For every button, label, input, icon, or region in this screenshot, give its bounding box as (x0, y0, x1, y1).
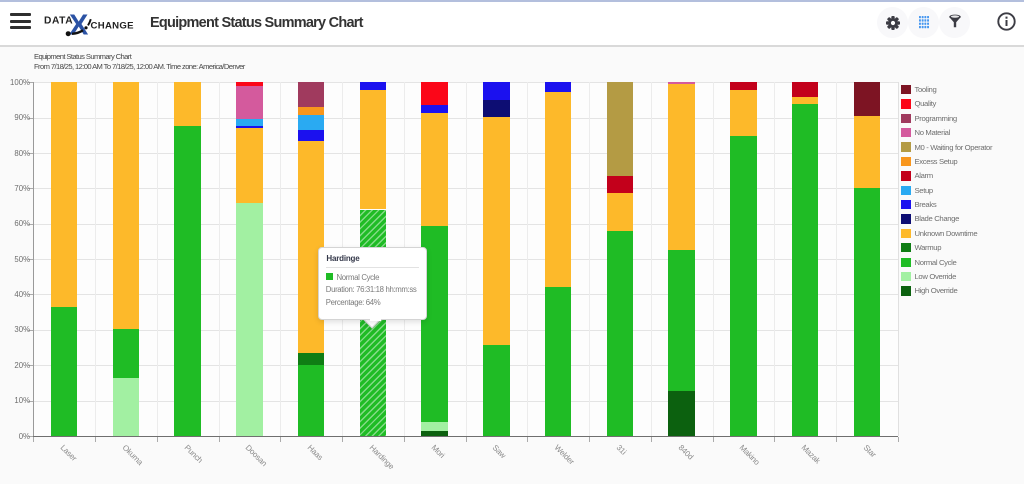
svg-text:DATA: DATA (44, 16, 73, 27)
svg-text:CHANGE: CHANGE (91, 20, 135, 31)
svg-text:X: X (69, 10, 89, 40)
